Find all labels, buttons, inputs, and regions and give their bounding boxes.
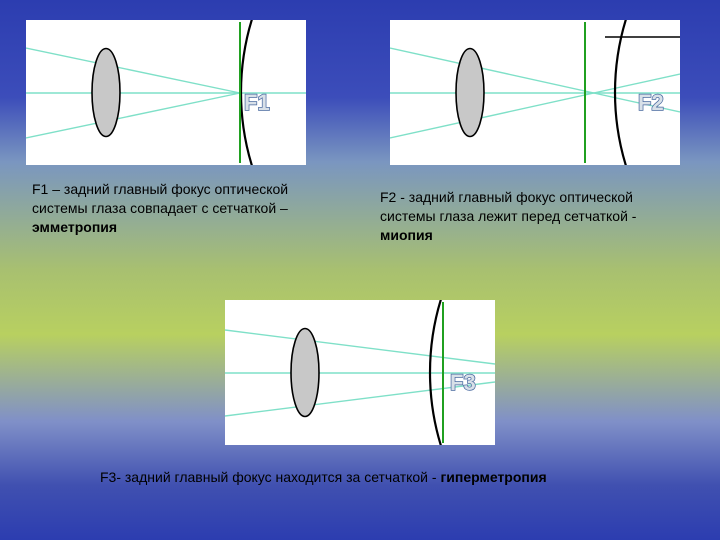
caption-f2-bold: миопия: [380, 227, 433, 243]
svg-text:F1: F1: [244, 90, 270, 115]
svg-text:F3: F3: [450, 370, 476, 395]
diagram-f3: F3: [225, 300, 495, 445]
caption-f3-text: F3- задний главный фокус находится за се…: [100, 469, 440, 485]
diagram-f1: F1: [26, 20, 306, 165]
caption-f3: F3- задний главный фокус находится за се…: [100, 468, 660, 487]
caption-f2-text: F2 - задний главный фокус оптической сис…: [380, 189, 636, 224]
svg-text:F2: F2: [638, 90, 664, 115]
diagram-f2: F2: [390, 20, 680, 165]
caption-f1-text: F1 – задний главный фокус оптической сис…: [32, 181, 288, 216]
caption-f1: F1 – задний главный фокус оптической сис…: [32, 180, 292, 237]
caption-f2: F2 - задний главный фокус оптической сис…: [380, 188, 680, 245]
caption-f3-bold: гиперметропия: [440, 469, 546, 485]
caption-f1-bold: эмметропия: [32, 219, 117, 235]
